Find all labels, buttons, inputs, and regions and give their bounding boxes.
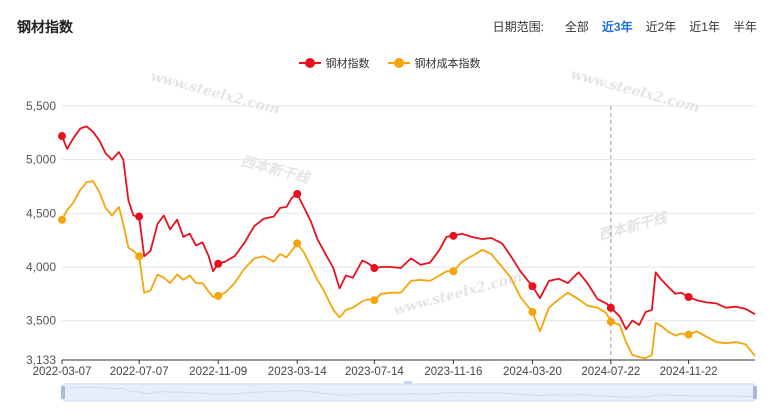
series-line-cost-index — [61, 180, 756, 360]
watermark-text: www.steelx2.com — [392, 269, 524, 319]
data-point-marker — [370, 264, 379, 273]
data-point-marker — [135, 212, 144, 221]
range-option-3y[interactable]: 近3年 — [601, 20, 633, 34]
y-tick-label: 3,500 — [26, 314, 56, 328]
zoom-slider — [61, 381, 757, 402]
x-tick-label: 2023-07-14 — [345, 366, 404, 378]
watermark-text: www.steelx2.com — [149, 68, 281, 118]
data-point-marker — [449, 267, 458, 276]
legend-swatch — [298, 58, 321, 68]
date-range-label: 日期范围: — [492, 20, 544, 34]
x-tick-label: 2024-11-22 — [660, 366, 718, 378]
range-option-all[interactable]: 全部 — [564, 20, 589, 34]
zoom-handle-right[interactable] — [753, 386, 757, 399]
x-tick-label: 2022-07-07 — [110, 366, 169, 378]
legend-item-steel-index[interactable]: 钢材指数 — [298, 55, 370, 71]
data-point-marker — [214, 291, 223, 300]
data-point-marker — [293, 239, 302, 248]
zoom-selected-range — [63, 384, 755, 401]
legend-item-cost-index[interactable]: 钢材成本指数 — [387, 55, 481, 71]
data-point-marker — [58, 132, 66, 141]
data-point-marker — [528, 282, 537, 291]
x-tick-label: 2024-03-20 — [503, 366, 562, 378]
x-tick-label: 2024-07-22 — [581, 366, 640, 378]
legend-label: 钢材成本指数 — [414, 58, 481, 70]
data-point-marker — [606, 303, 615, 312]
page-title: 钢材指数 — [17, 19, 73, 35]
data-point-marker — [214, 259, 223, 268]
zoom-drag-grip[interactable] — [404, 381, 412, 384]
y-tick-label: 3,133 — [26, 353, 56, 367]
date-range-selector: 日期范围: 全部 近3年 近2年 近1年 半年 — [493, 18, 757, 35]
y-tick-label: 4,500 — [26, 206, 56, 220]
data-point-marker — [606, 317, 615, 326]
data-point-marker — [370, 296, 379, 305]
y-tick-label: 4,000 — [26, 260, 56, 274]
data-point-marker — [449, 231, 458, 240]
legend-swatch — [387, 58, 410, 68]
x-tick-label: 2022-03-07 — [33, 366, 92, 378]
range-option-1y[interactable]: 近1年 — [689, 20, 720, 34]
range-option-half-year[interactable]: 半年 — [732, 20, 757, 34]
data-point-marker — [528, 308, 537, 317]
data-point-marker — [58, 215, 66, 224]
x-tick-label: 2022-11-09 — [189, 366, 247, 378]
x-tick-label: 2023-03-14 — [268, 366, 327, 378]
series-line-steel-index — [61, 125, 756, 331]
watermark-text: 西本新干线 — [597, 209, 671, 244]
watermark-text: www.steelx2.com — [569, 66, 701, 116]
watermark-text: 西本新干线 — [239, 152, 313, 187]
chart-legend: 钢材指数 钢材成本指数 — [0, 55, 779, 71]
data-point-marker — [684, 293, 693, 302]
data-point-marker — [135, 252, 144, 261]
range-option-2y[interactable]: 近2年 — [645, 20, 677, 34]
y-tick-label: 5,000 — [26, 153, 56, 167]
data-point-marker — [293, 189, 302, 198]
y-tick-label: 5,500 — [26, 99, 56, 113]
data-point-marker — [684, 330, 693, 339]
zoom-handle-left[interactable] — [61, 386, 65, 399]
x-tick-label: 2023-11-16 — [424, 366, 482, 378]
legend-label: 钢材指数 — [325, 58, 370, 70]
